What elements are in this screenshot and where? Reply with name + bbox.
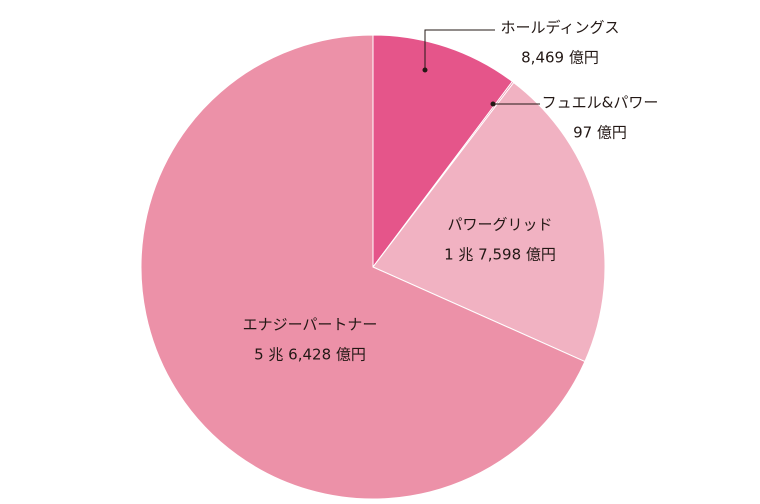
pie-slice bbox=[372, 34, 514, 269]
value-label: 8,469 億円 bbox=[521, 49, 599, 67]
value-label: 1 兆 7,598 億円 bbox=[444, 246, 556, 264]
value-label: 97 億円 bbox=[573, 124, 627, 142]
pie-slice bbox=[140, 34, 586, 500]
slice-label: エナジーパートナー bbox=[243, 316, 378, 334]
leader-dot bbox=[490, 101, 496, 107]
leader-lines bbox=[422, 29, 540, 107]
slice-label: フュエル&パワー bbox=[542, 94, 659, 112]
slice-label: パワーグリッド bbox=[447, 216, 552, 234]
pie-slice bbox=[372, 81, 606, 363]
leader-dot bbox=[422, 67, 428, 73]
value-label: 5 兆 6,428 億円 bbox=[254, 346, 366, 364]
leader-line bbox=[424, 29, 495, 70]
slice-label: ホールディングス bbox=[501, 19, 620, 37]
